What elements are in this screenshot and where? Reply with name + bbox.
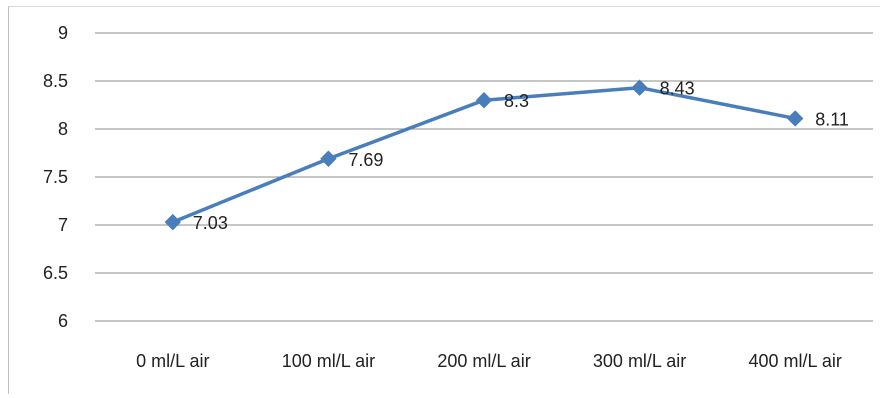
data-label: 8.11 — [815, 109, 849, 129]
y-tick-label: 8.5 — [43, 71, 68, 91]
data-point-marker — [631, 79, 648, 96]
x-tick-label: 200 ml/L air — [437, 351, 530, 371]
x-tick-label: 400 ml/L air — [749, 351, 842, 371]
chart-frame — [8, 6, 880, 394]
y-tick-label: 7.5 — [43, 167, 68, 187]
x-axis-ticks: 0 ml/L air 100 ml/L air 200 ml/L air 300 ml… — [136, 351, 842, 371]
data-label: 7.03 — [193, 213, 228, 233]
y-axis-ticks: 6 6.5 7 7.5 8 8.5 9 — [43, 23, 68, 331]
y-tick-label: 9 — [58, 23, 68, 43]
y-tick-label: 6.5 — [43, 263, 68, 283]
data-point-marker — [320, 150, 337, 167]
data-label: 8.43 — [660, 79, 695, 99]
y-tick-label: 6 — [58, 311, 68, 331]
x-tick-label: 300 ml/L air — [593, 351, 686, 371]
data-label: 8.3 — [504, 91, 529, 111]
data-point-marker — [164, 213, 182, 231]
gridlines — [95, 32, 873, 322]
data-point-marker — [786, 110, 804, 127]
x-tick-label: 0 ml/L air — [136, 351, 209, 371]
data-point-marker — [475, 91, 493, 109]
data-label: 7.69 — [348, 150, 383, 170]
x-tick-label: 100 ml/L air — [282, 351, 375, 371]
y-tick-label: 7 — [58, 215, 68, 235]
series-group: 7.03 7.69 8.3 8.43 8.11 — [164, 79, 849, 233]
y-tick-label: 8 — [58, 119, 68, 139]
